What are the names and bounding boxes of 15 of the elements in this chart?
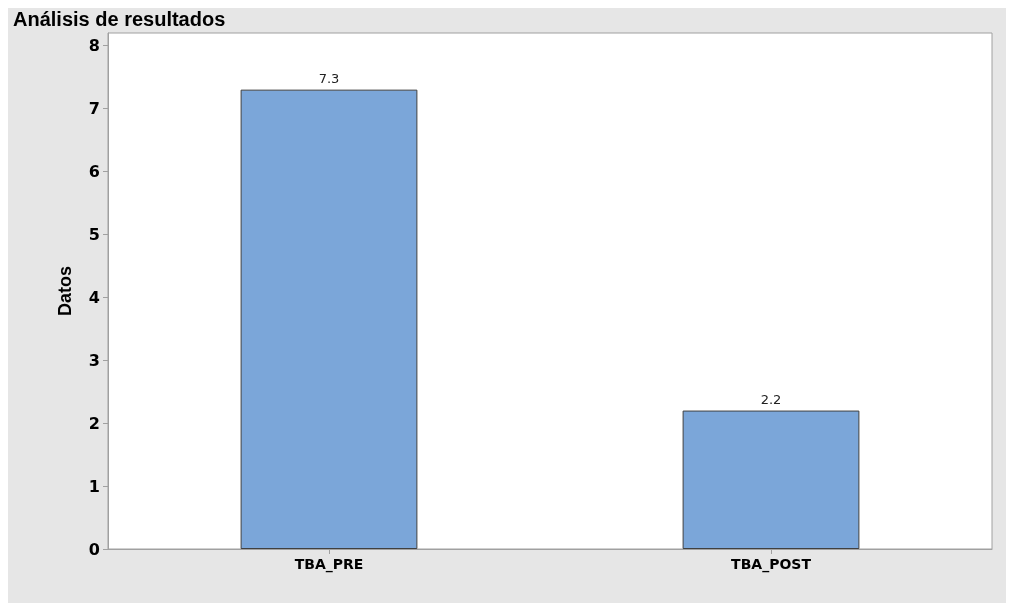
x-tick-label: TBA_PRE	[294, 556, 364, 573]
y-tick-label: 1	[88, 476, 100, 496]
y-tick-label: 0	[88, 539, 100, 559]
data-label: 2.2	[760, 391, 782, 407]
y-tick-label: 5	[88, 224, 100, 244]
data-label: 7.3	[318, 70, 340, 86]
y-tick-label: 2	[88, 413, 100, 433]
x-tick-label: TBA_POST	[731, 556, 812, 573]
y-tick-label: 7	[88, 99, 100, 119]
y-tick-label: 6	[88, 161, 100, 181]
y-tick-label: 4	[88, 287, 100, 307]
y-tick-label: 8	[88, 36, 100, 56]
y-axis-title: Datos	[55, 265, 75, 317]
y-tick-label: 3	[88, 350, 100, 370]
chart-title: Análisis de resultados	[13, 8, 226, 30]
